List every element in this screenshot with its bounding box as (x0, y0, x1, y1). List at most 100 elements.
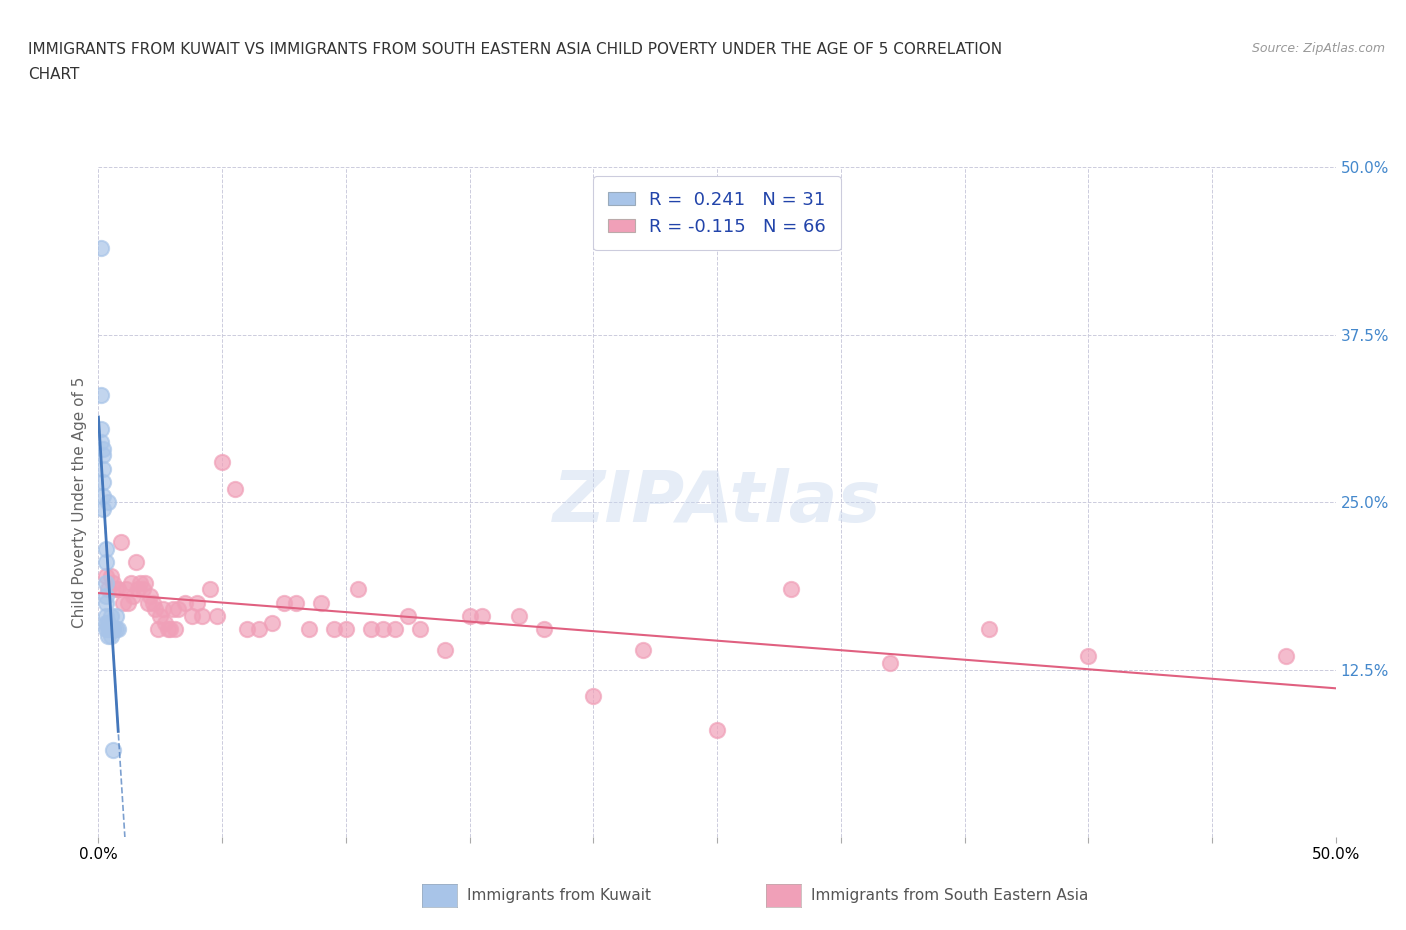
Point (104, 608, 127, 623)
Point (103, 575, 125, 590)
Point (104, 622, 127, 637)
Point (159, 622, 181, 637)
Point (94, 555, 117, 570)
Point (146, 622, 169, 637)
Point (94, 575, 117, 590)
Point (97, 616, 120, 631)
Point (143, 602, 166, 617)
Point (224, 482, 246, 497)
Point (124, 555, 146, 570)
Y-axis label: Child Poverty Under the Age of 5: Child Poverty Under the Age of 5 (72, 377, 87, 628)
Point (139, 589, 162, 604)
Point (100, 629, 122, 644)
Point (117, 595, 139, 610)
Point (174, 595, 197, 610)
Point (136, 595, 159, 610)
Point (94, 568, 117, 583)
Point (97, 622, 120, 637)
Point (298, 622, 321, 637)
Point (236, 622, 259, 637)
Point (107, 622, 129, 637)
Point (93, 474, 115, 489)
Point (94, 595, 117, 610)
Point (582, 689, 605, 704)
Text: ZIPAtlas: ZIPAtlas (553, 468, 882, 537)
Point (104, 582, 127, 597)
Point (631, 642, 654, 657)
Point (103, 742, 125, 757)
Point (100, 568, 122, 583)
Point (979, 622, 1001, 637)
Point (97, 629, 120, 644)
Point (103, 622, 125, 637)
Point (879, 656, 901, 671)
Point (120, 575, 142, 590)
Text: IMMIGRANTS FROM KUWAIT VS IMMIGRANTS FROM SOUTH EASTERN ASIA CHILD POVERTY UNDER: IMMIGRANTS FROM KUWAIT VS IMMIGRANTS FRO… (28, 42, 1002, 57)
Text: CHART: CHART (28, 67, 80, 82)
Point (186, 595, 208, 610)
Point (134, 575, 156, 590)
Point (162, 602, 184, 617)
Point (132, 582, 155, 597)
Point (471, 608, 494, 623)
Point (533, 622, 555, 637)
Point (181, 608, 204, 623)
Text: Immigrants from Kuwait: Immigrants from Kuwait (467, 888, 651, 903)
Point (191, 608, 214, 623)
Point (165, 622, 187, 637)
Point (433, 642, 456, 657)
Point (706, 723, 728, 737)
Point (100, 622, 122, 637)
Point (93, 448, 115, 463)
Point (211, 455, 233, 470)
Point (508, 608, 530, 623)
Point (107, 582, 129, 597)
Point (94, 589, 117, 604)
Point (114, 582, 136, 597)
Point (90, 421, 112, 436)
Point (309, 595, 332, 610)
Point (409, 622, 432, 637)
Point (156, 622, 179, 637)
Point (458, 608, 481, 623)
Point (396, 608, 419, 623)
Point (94, 616, 117, 631)
Point (90, 240, 112, 255)
Legend: R =  0.241   N = 31, R = -0.115   N = 66: R = 0.241 N = 31, R = -0.115 N = 66 (593, 177, 841, 250)
Point (1077, 649, 1099, 664)
Point (93, 441, 115, 456)
Point (127, 582, 149, 597)
Point (371, 622, 394, 637)
Point (285, 595, 308, 610)
Point (384, 622, 406, 637)
Point (780, 582, 803, 597)
Point (335, 622, 357, 637)
Point (166, 602, 188, 617)
Point (247, 622, 270, 637)
Text: Source: ZipAtlas.com: Source: ZipAtlas.com (1251, 42, 1385, 55)
Point (347, 582, 370, 597)
Point (205, 608, 228, 623)
Point (273, 595, 295, 610)
Point (90, 388, 112, 403)
Point (103, 622, 125, 637)
Point (322, 622, 344, 637)
Point (1275, 649, 1298, 664)
Point (142, 595, 165, 610)
Point (122, 589, 145, 604)
Point (198, 582, 221, 597)
Point (152, 602, 174, 617)
Point (93, 501, 115, 516)
Point (360, 622, 382, 637)
Point (94, 541, 117, 556)
Text: Immigrants from South Eastern Asia: Immigrants from South Eastern Asia (811, 888, 1088, 903)
Point (90, 434, 112, 449)
Point (93, 461, 115, 476)
Point (94, 622, 117, 637)
Point (149, 608, 172, 623)
Point (155, 616, 177, 631)
Point (93, 488, 115, 503)
Point (97, 582, 120, 597)
Point (97, 495, 120, 510)
Point (260, 616, 283, 631)
